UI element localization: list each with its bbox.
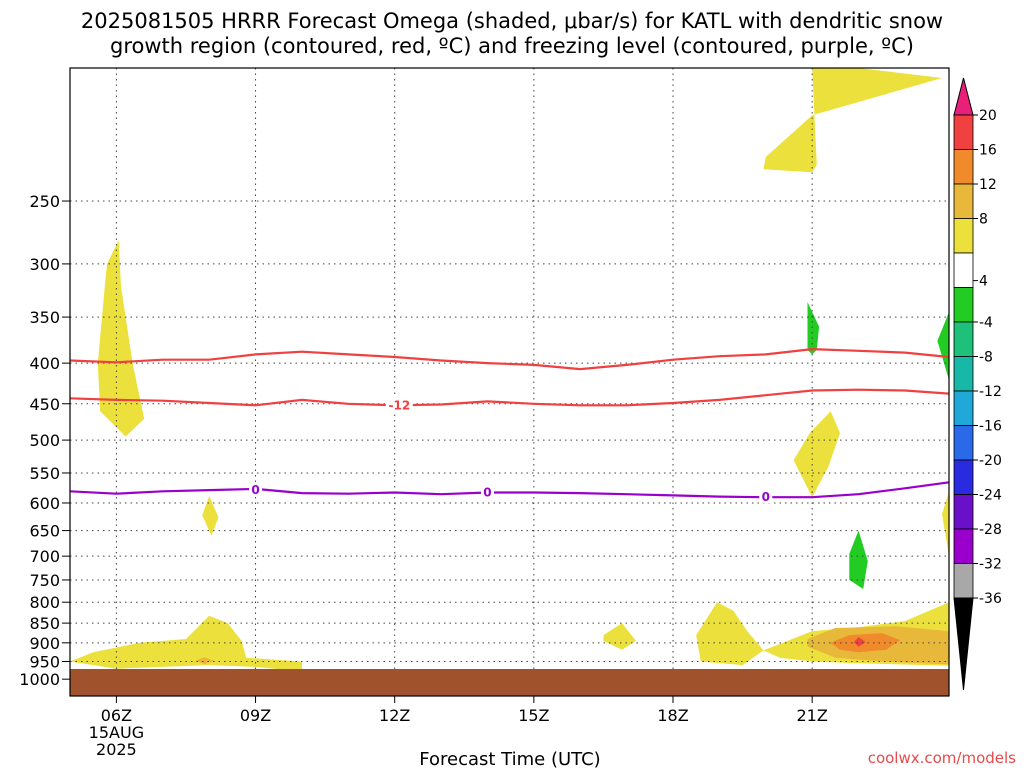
y-tick-label-750: 750	[29, 571, 60, 590]
x-axis-label: Forecast Time (UTC)	[419, 749, 600, 768]
colorbar-label-2: 12	[979, 177, 997, 193]
contour-label-bg-freezing-level-2	[759, 489, 773, 504]
omega-region-5	[942, 491, 949, 557]
colorbar-swatch-0	[953, 114, 974, 150]
contour-label-bg-freezing-level-0	[249, 482, 263, 497]
contour-dgz-lower	[69, 388, 950, 407]
y-tick-label-950: 950	[29, 652, 60, 671]
colorbar-label-3: 8	[979, 212, 988, 228]
colorbar-label-12: -32	[979, 557, 1002, 573]
omega-region-7	[849, 530, 868, 589]
omega-region-4	[793, 411, 840, 498]
colorbar-label-13: -36	[979, 591, 1002, 607]
x-tick-label-12Z: 12Z	[379, 706, 410, 725]
colorbar-swatch-4	[953, 252, 974, 288]
colorbar-swatch-8	[953, 390, 974, 426]
omega-region-3	[937, 312, 949, 380]
ground-surface	[70, 669, 949, 696]
colorbar-swatch-5	[953, 287, 974, 323]
colorbar-label-6: -8	[979, 350, 993, 366]
colorbar-label-7: -12	[979, 384, 1002, 400]
y-tick-label-600: 600	[29, 494, 60, 513]
colorbar-bottom-arrow	[953, 597, 974, 691]
colorbar-swatch-2	[953, 183, 974, 219]
x-tick-label-21Z: 21Z	[796, 706, 827, 725]
omega-region-0	[763, 68, 942, 173]
y-tick-label-400: 400	[29, 354, 60, 373]
x-tick-sublabel-2025: 2025	[96, 740, 137, 759]
omega-region-1	[97, 240, 145, 437]
contour-label-freezing-level-2: 0	[762, 490, 770, 504]
colorbar-swatch-10	[953, 459, 974, 495]
y-tick-label-850: 850	[29, 614, 60, 633]
y-tick-label-250: 250	[29, 192, 60, 211]
contour-label-bg-dgz-lower-0	[385, 397, 413, 412]
y-tick-label-350: 350	[29, 308, 60, 327]
contour-label-freezing-level-1: 0	[483, 485, 491, 499]
colorbar-label-4: 4	[979, 274, 988, 290]
colorbar-swatch-9	[953, 425, 974, 461]
colorbar-label-1: 16	[979, 143, 997, 159]
omega-region-14	[853, 637, 866, 647]
omega-region-9	[603, 623, 636, 650]
y-tick-label-1000: 1000	[19, 670, 60, 689]
y-tick-label-300: 300	[29, 255, 60, 274]
colorbar-label-0: 20	[979, 108, 997, 124]
colorbar-swatch-7	[953, 356, 974, 392]
y-tick-label-800: 800	[29, 593, 60, 612]
colorbar-swatch-11	[953, 494, 974, 530]
colorbar-label-5: -4	[979, 315, 993, 331]
omega-region-6	[202, 496, 219, 536]
chart-title-line2: growth region (contoured, red, ºC) and f…	[110, 34, 914, 58]
omega-region-8	[70, 615, 302, 672]
colorbar-label-10: -24	[979, 488, 1002, 504]
y-tick-label-500: 500	[29, 431, 60, 450]
x-tick-label-06Z: 06Z	[101, 706, 132, 725]
omega-region-10	[696, 602, 764, 666]
x-tick-label-18Z: 18Z	[657, 706, 688, 725]
y-tick-label-450: 450	[29, 395, 60, 414]
pressure-axis: 2503003504004505005506006507007508008509…	[19, 192, 70, 689]
contour-label-dgz-lower-0: -12	[388, 398, 410, 412]
colorbar-swatch-1	[953, 149, 974, 185]
chart-title-line1: 2025081505 HRRR Forecast Omega (shaded, …	[81, 9, 943, 33]
y-tick-label-700: 700	[29, 547, 60, 566]
credit-text: coolwx.com/models	[868, 749, 1016, 767]
contour-dgz-upper	[69, 347, 950, 371]
contour-label-bg-freezing-level-1	[480, 484, 494, 499]
y-tick-label-550: 550	[29, 464, 60, 483]
omega-region-15	[195, 657, 214, 664]
x-tick-label-09Z: 09Z	[240, 706, 271, 725]
colorbar-label-9: -20	[979, 453, 1002, 469]
contour-lines: -12 0 0 0	[69, 347, 950, 504]
colorbar-swatch-6	[953, 321, 974, 357]
colorbar: 20 16 12 8 4 -4 -8 -12 -16 -20 -24 -28 -32 -36	[953, 77, 1002, 691]
colorbar-swatch-12	[953, 528, 974, 564]
contour-freezing-level	[69, 481, 950, 499]
colorbar-label-11: -28	[979, 522, 1002, 538]
y-tick-label-900: 900	[29, 634, 60, 653]
omega-shading	[70, 68, 949, 672]
x-tick-sublabel-15AUG: 15AUG	[89, 723, 144, 742]
colorbar-swatch-13	[953, 563, 974, 599]
plot-background	[70, 68, 949, 696]
omega-region-2	[807, 302, 820, 355]
y-tick-label-650: 650	[29, 522, 60, 541]
colorbar-top-arrow	[953, 77, 974, 116]
colorbar-label-8: -16	[979, 419, 1002, 435]
omega-region-13	[830, 633, 901, 653]
x-tick-label-15Z: 15Z	[518, 706, 549, 725]
plot-area: -12 0 0 0	[69, 67, 950, 697]
plot-frame	[69, 67, 950, 697]
colorbar-swatch-3	[953, 218, 974, 254]
contour-label-freezing-level-0: 0	[251, 483, 259, 497]
